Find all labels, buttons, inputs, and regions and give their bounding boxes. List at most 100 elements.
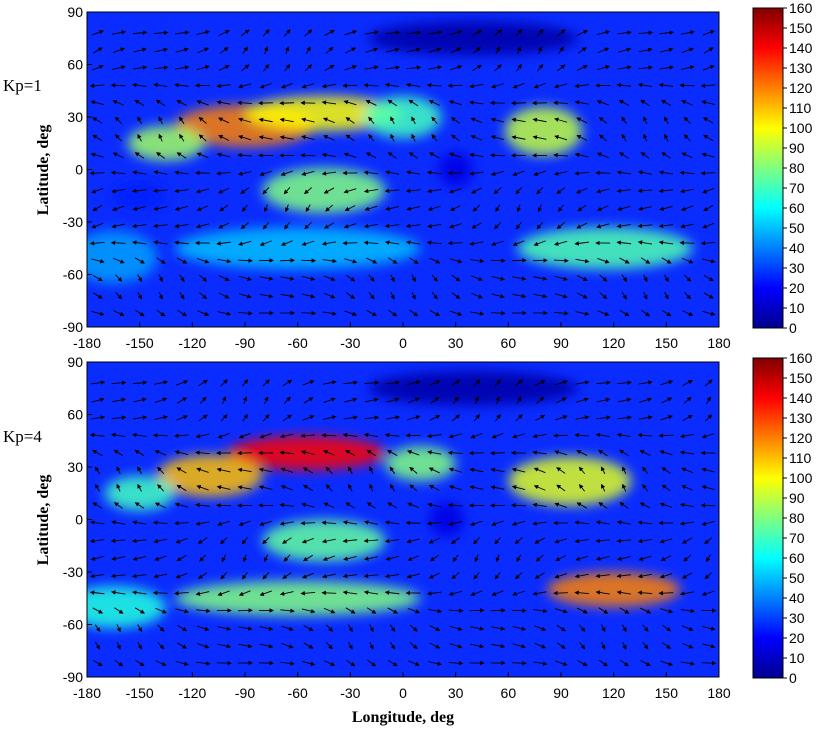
wind-arrow: [449, 65, 463, 71]
wind-arrow: [173, 591, 189, 596]
wind-arrow: [683, 396, 692, 404]
wind-arrow: [284, 221, 291, 230]
wind-arrow: [637, 206, 652, 211]
wind-arrow: [385, 65, 401, 70]
wind-arrow: [198, 572, 208, 579]
wind-arrow: [553, 590, 568, 596]
wind-arrow: [575, 311, 590, 316]
wind-arrow: [238, 117, 252, 123]
wind-arrow: [681, 485, 693, 491]
wind-arrow: [536, 64, 544, 72]
wind-arrow: [174, 30, 190, 35]
wind-arrow: [133, 47, 147, 53]
wind-arrow: [469, 152, 484, 158]
colorbar-tick-label: 20: [789, 280, 805, 296]
wind-arrow: [132, 432, 147, 438]
wind-arrow: [199, 554, 207, 562]
wind-arrow: [533, 276, 548, 281]
wind-arrow: [259, 170, 273, 176]
wind-arrow: [174, 205, 189, 211]
wind-arrow: [263, 204, 269, 213]
wind-arrow: [596, 205, 609, 211]
wind-arrow: [431, 116, 438, 125]
wind-arrow: [596, 223, 610, 229]
wind-arrow: [619, 449, 629, 457]
wind-arrow: [195, 591, 210, 596]
x-tick-label: -30: [340, 335, 360, 351]
wind-arrow: [537, 204, 542, 213]
wind-arrow: [534, 642, 547, 649]
wind-arrow: [579, 624, 586, 632]
wind-arrow: [576, 65, 588, 71]
wind-arrow: [323, 275, 336, 281]
wind-arrow: [241, 379, 249, 387]
wind-arrow: [554, 538, 568, 544]
wind-arrow: [348, 483, 353, 492]
wind-arrow: [91, 258, 105, 264]
wind-arrow: [659, 450, 673, 456]
wind-arrow: [408, 257, 419, 264]
wind-arrow: [537, 46, 543, 55]
wind-arrow: [342, 520, 358, 525]
wind-arrow: [345, 449, 356, 457]
wind-arrow: [427, 608, 443, 614]
wind-arrow: [240, 222, 249, 230]
wind-arrow: [576, 187, 588, 194]
wind-arrow: [176, 415, 189, 421]
wind-arrow: [595, 520, 610, 525]
wind-arrow: [429, 310, 441, 316]
wind-arrow: [637, 170, 652, 175]
wind-arrow: [220, 537, 228, 545]
wind-arrow: [132, 520, 147, 525]
wind-arrow: [471, 222, 482, 229]
wind-arrow: [471, 275, 484, 281]
wind-arrow: [157, 624, 165, 632]
wind-arrow: [195, 502, 210, 508]
wind-arrow: [554, 258, 569, 263]
wind-arrow: [427, 450, 442, 455]
wind-arrow: [661, 257, 672, 264]
wind-arrow: [112, 205, 125, 211]
wind-arrow: [557, 204, 564, 212]
wind-arrow: [637, 432, 653, 438]
wind-arrow: [137, 641, 142, 650]
heatmap-trough: [438, 152, 474, 187]
wind-arrow: [175, 537, 188, 544]
wind-arrow: [536, 187, 544, 195]
wind-arrow: [363, 223, 379, 229]
wind-arrow: [176, 99, 187, 106]
wind-arrow: [153, 170, 168, 175]
wind-arrow: [598, 659, 608, 667]
wind-arrow: [553, 100, 568, 106]
wind-arrow: [702, 65, 715, 71]
wind-arrow: [282, 537, 292, 544]
wind-arrow: [702, 626, 716, 631]
wind-arrow: [238, 608, 253, 613]
wind-arrow: [578, 466, 586, 475]
wind-arrow: [619, 607, 630, 614]
wind-arrow: [515, 186, 522, 195]
wind-arrow: [280, 608, 295, 614]
wind-arrow: [364, 415, 380, 420]
wind-arrow: [556, 624, 566, 632]
wind-arrow: [449, 258, 463, 264]
wind-arrow: [283, 396, 291, 404]
colorbar-tick-label: 60: [789, 200, 805, 216]
wind-arrow: [366, 310, 377, 316]
wind-arrow: [176, 624, 188, 632]
wind-arrow: [406, 538, 420, 544]
wind-arrow: [682, 414, 693, 422]
wind-arrow: [325, 624, 334, 632]
wind-arrow: [703, 47, 714, 54]
wind-arrow: [427, 65, 443, 70]
wind-arrow: [134, 449, 145, 457]
y-tick-label: -60: [63, 267, 83, 283]
wind-arrow: [90, 380, 106, 385]
wind-arrow: [325, 46, 334, 54]
wind-arrow: [700, 170, 716, 176]
wind-arrow: [577, 204, 587, 212]
x-tick-label: 60: [501, 335, 517, 351]
wind-arrow: [321, 100, 337, 105]
wind-arrow: [176, 257, 188, 264]
wind-arrow: [262, 221, 270, 230]
